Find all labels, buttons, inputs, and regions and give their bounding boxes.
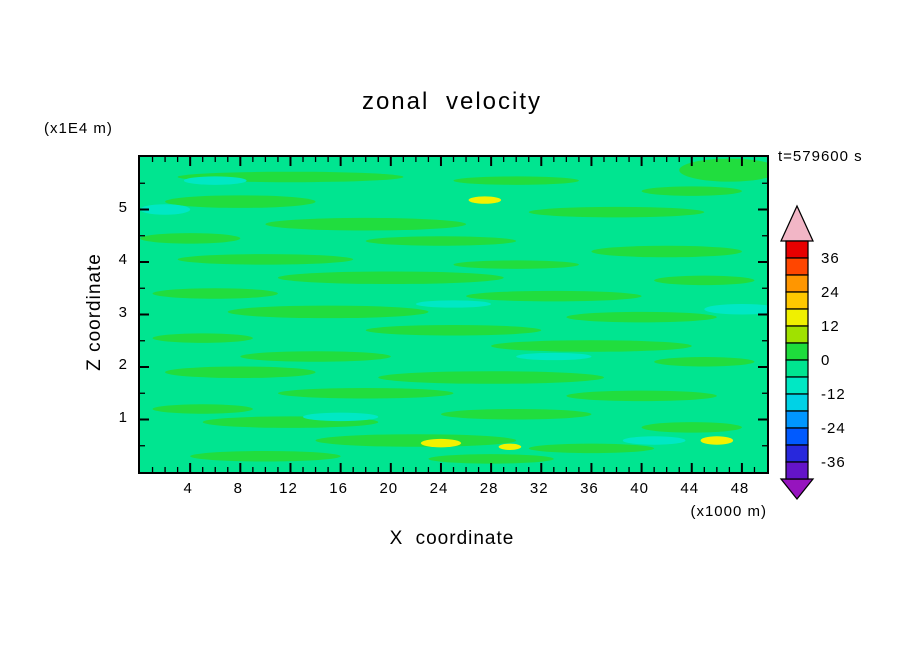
x-tick-label: 36 [580,480,599,497]
y-axis-unit-label: (x1E4 m) [44,120,113,137]
y-tick-label: 1 [118,408,128,426]
plot-area [138,155,769,474]
x-tick-label: 40 [630,480,649,497]
x-tick-label: 24 [429,480,449,497]
x-tick-label: 48 [730,480,750,497]
y-tick-label: 2 [118,356,128,373]
axis-ticks [140,157,767,472]
y-tick-label: 5 [118,198,128,216]
colorbar-label: 0 [821,352,830,369]
x-tick-label: 20 [379,480,399,497]
colorbar-label: -12 [821,386,846,403]
colorbar-label: 36 [821,250,840,267]
colorbar-label: 12 [821,318,840,335]
colorbar-label: -24 [821,420,846,437]
y-axis-title: Z coordinate [84,253,105,371]
contour-field [140,157,767,472]
y-tick-label: 4 [118,251,128,268]
x-tick-label: 8 [233,480,243,497]
x-axis-unit-label: (x1000 m) [690,503,767,520]
x-tick-label: 32 [529,480,549,497]
y-tick-label: 3 [118,303,128,321]
colorbar-label: 24 [821,284,840,301]
x-tick-label: 16 [329,480,348,497]
colorbar-label: -36 [821,454,846,471]
colorbar: 36 24 12 0 -12 -24 -36 [779,204,846,501]
x-tick-label: 44 [680,480,700,497]
timestamp-label: t=579600 s [778,148,863,165]
x-tick-label: 28 [479,480,499,497]
x-axis-title: X coordinate [389,528,515,549]
chart-title: zonal velocity [361,88,543,115]
x-tick-label: 12 [279,480,298,497]
x-tick-label: 4 [183,480,193,497]
